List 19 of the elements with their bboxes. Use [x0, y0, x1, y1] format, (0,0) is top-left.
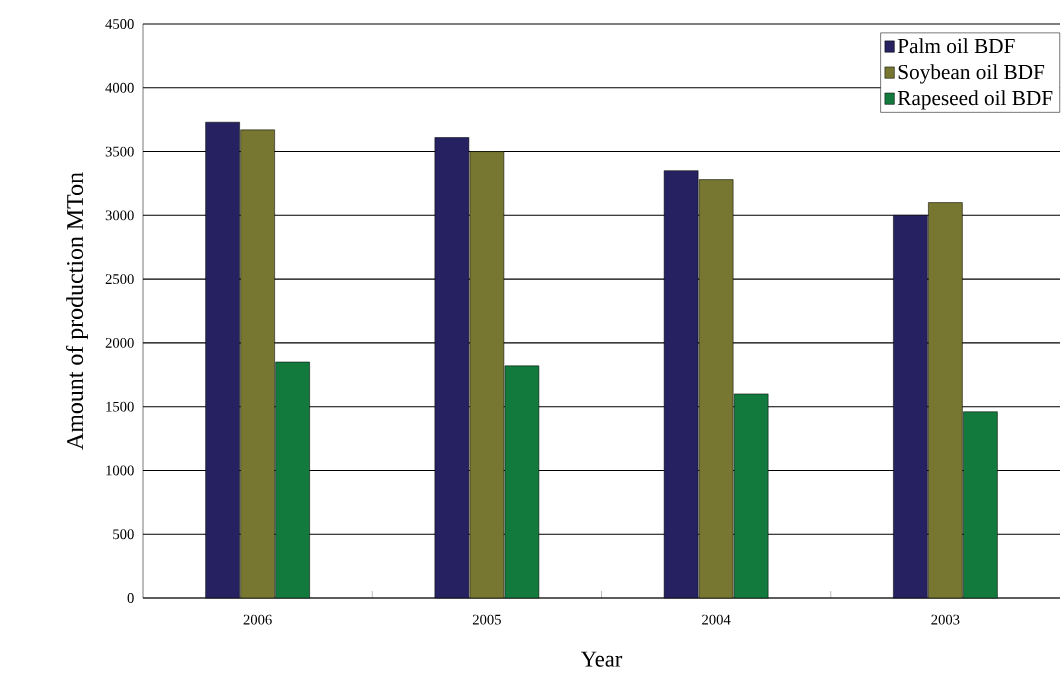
y-tick-label: 3000 — [105, 210, 134, 221]
y-tick-label: 1000 — [106, 465, 134, 476]
x-tick-label: 2003 — [931, 614, 960, 625]
legend-label: Palm oil BDF — [897, 38, 1015, 54]
x-tick-label: 2006 — [243, 614, 272, 625]
y-tick-label: 2500 — [105, 274, 134, 285]
x-axis-title: Year — [580, 651, 623, 667]
y-tick-label: 4500 — [105, 19, 134, 29]
y-tick-label: 3500 — [105, 146, 134, 157]
y-tick-label: 1500 — [106, 401, 134, 412]
y-tick-label: 500 — [113, 529, 134, 540]
legend-label: Soybean oil BDF — [898, 64, 1045, 84]
y-tick-label: 4000 — [105, 82, 134, 93]
y-tick-label: 0 — [127, 593, 134, 603]
y-tick-label: 2000 — [105, 337, 134, 348]
x-tick-label: 2004 — [702, 614, 731, 625]
x-tick-label: 2005 — [472, 614, 501, 625]
legend-label: Rapeseed oil BDF — [897, 90, 1053, 110]
y-axis-title: Amount of production MTon — [66, 172, 88, 450]
